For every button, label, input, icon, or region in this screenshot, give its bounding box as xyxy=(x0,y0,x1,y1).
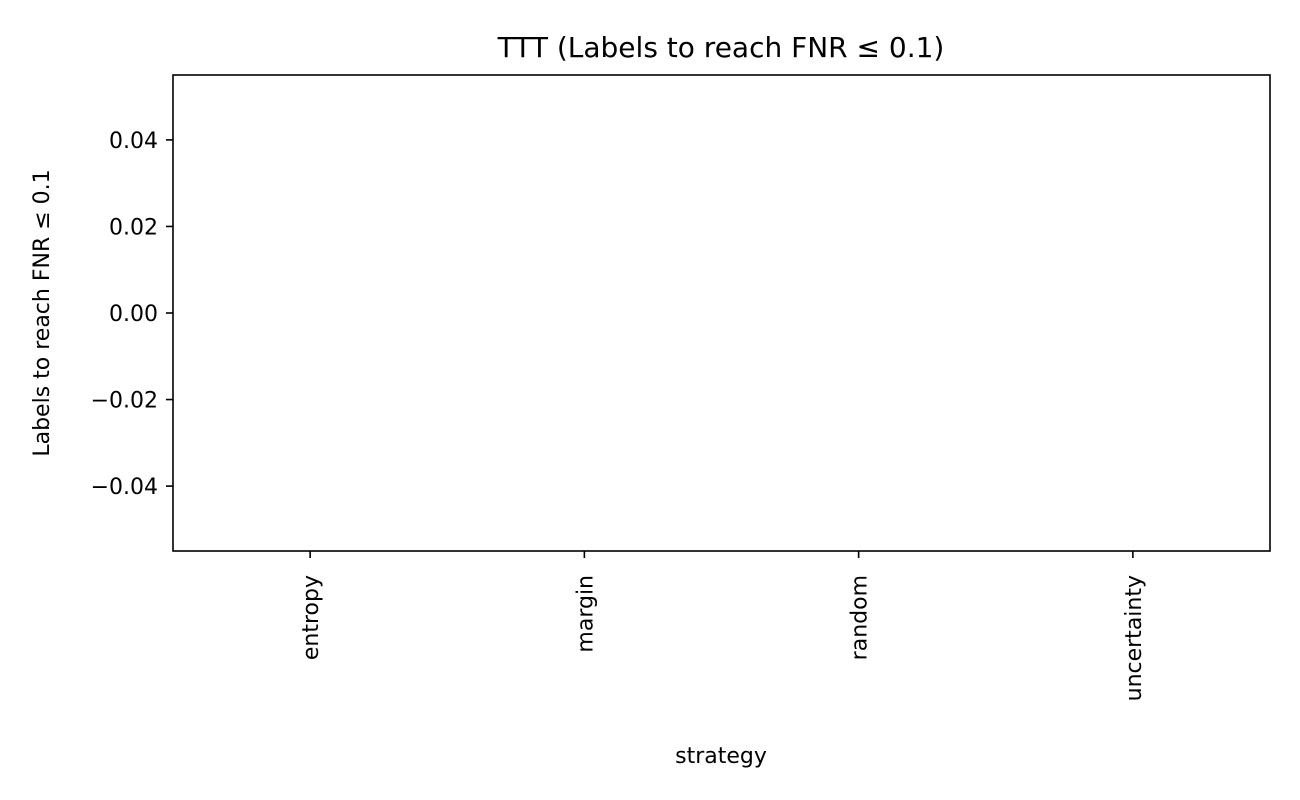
y-axis: −0.04 −0.02 0.00 0.02 0.04 xyxy=(91,129,173,500)
y-tick-label: −0.02 xyxy=(91,389,158,414)
y-tick-label: 0.04 xyxy=(109,129,158,154)
x-axis-label: strategy xyxy=(675,744,767,769)
x-axis: entropy margin random uncertainty xyxy=(299,551,1147,701)
x-tick-label: entropy xyxy=(299,575,324,660)
y-tick-label: 0.00 xyxy=(109,302,158,327)
y-tick-label: 0.02 xyxy=(109,215,158,240)
x-tick-label: random xyxy=(848,575,873,660)
y-axis-label: Labels to reach FNR ≤ 0.1 xyxy=(30,169,55,456)
plot-area xyxy=(172,74,1271,552)
chart-title: TTT (Labels to reach FNR ≤ 0.1) xyxy=(497,31,945,64)
x-tick-label: uncertainty xyxy=(1122,575,1147,701)
y-tick-label: −0.04 xyxy=(91,475,158,500)
x-tick-label: margin xyxy=(573,575,598,653)
